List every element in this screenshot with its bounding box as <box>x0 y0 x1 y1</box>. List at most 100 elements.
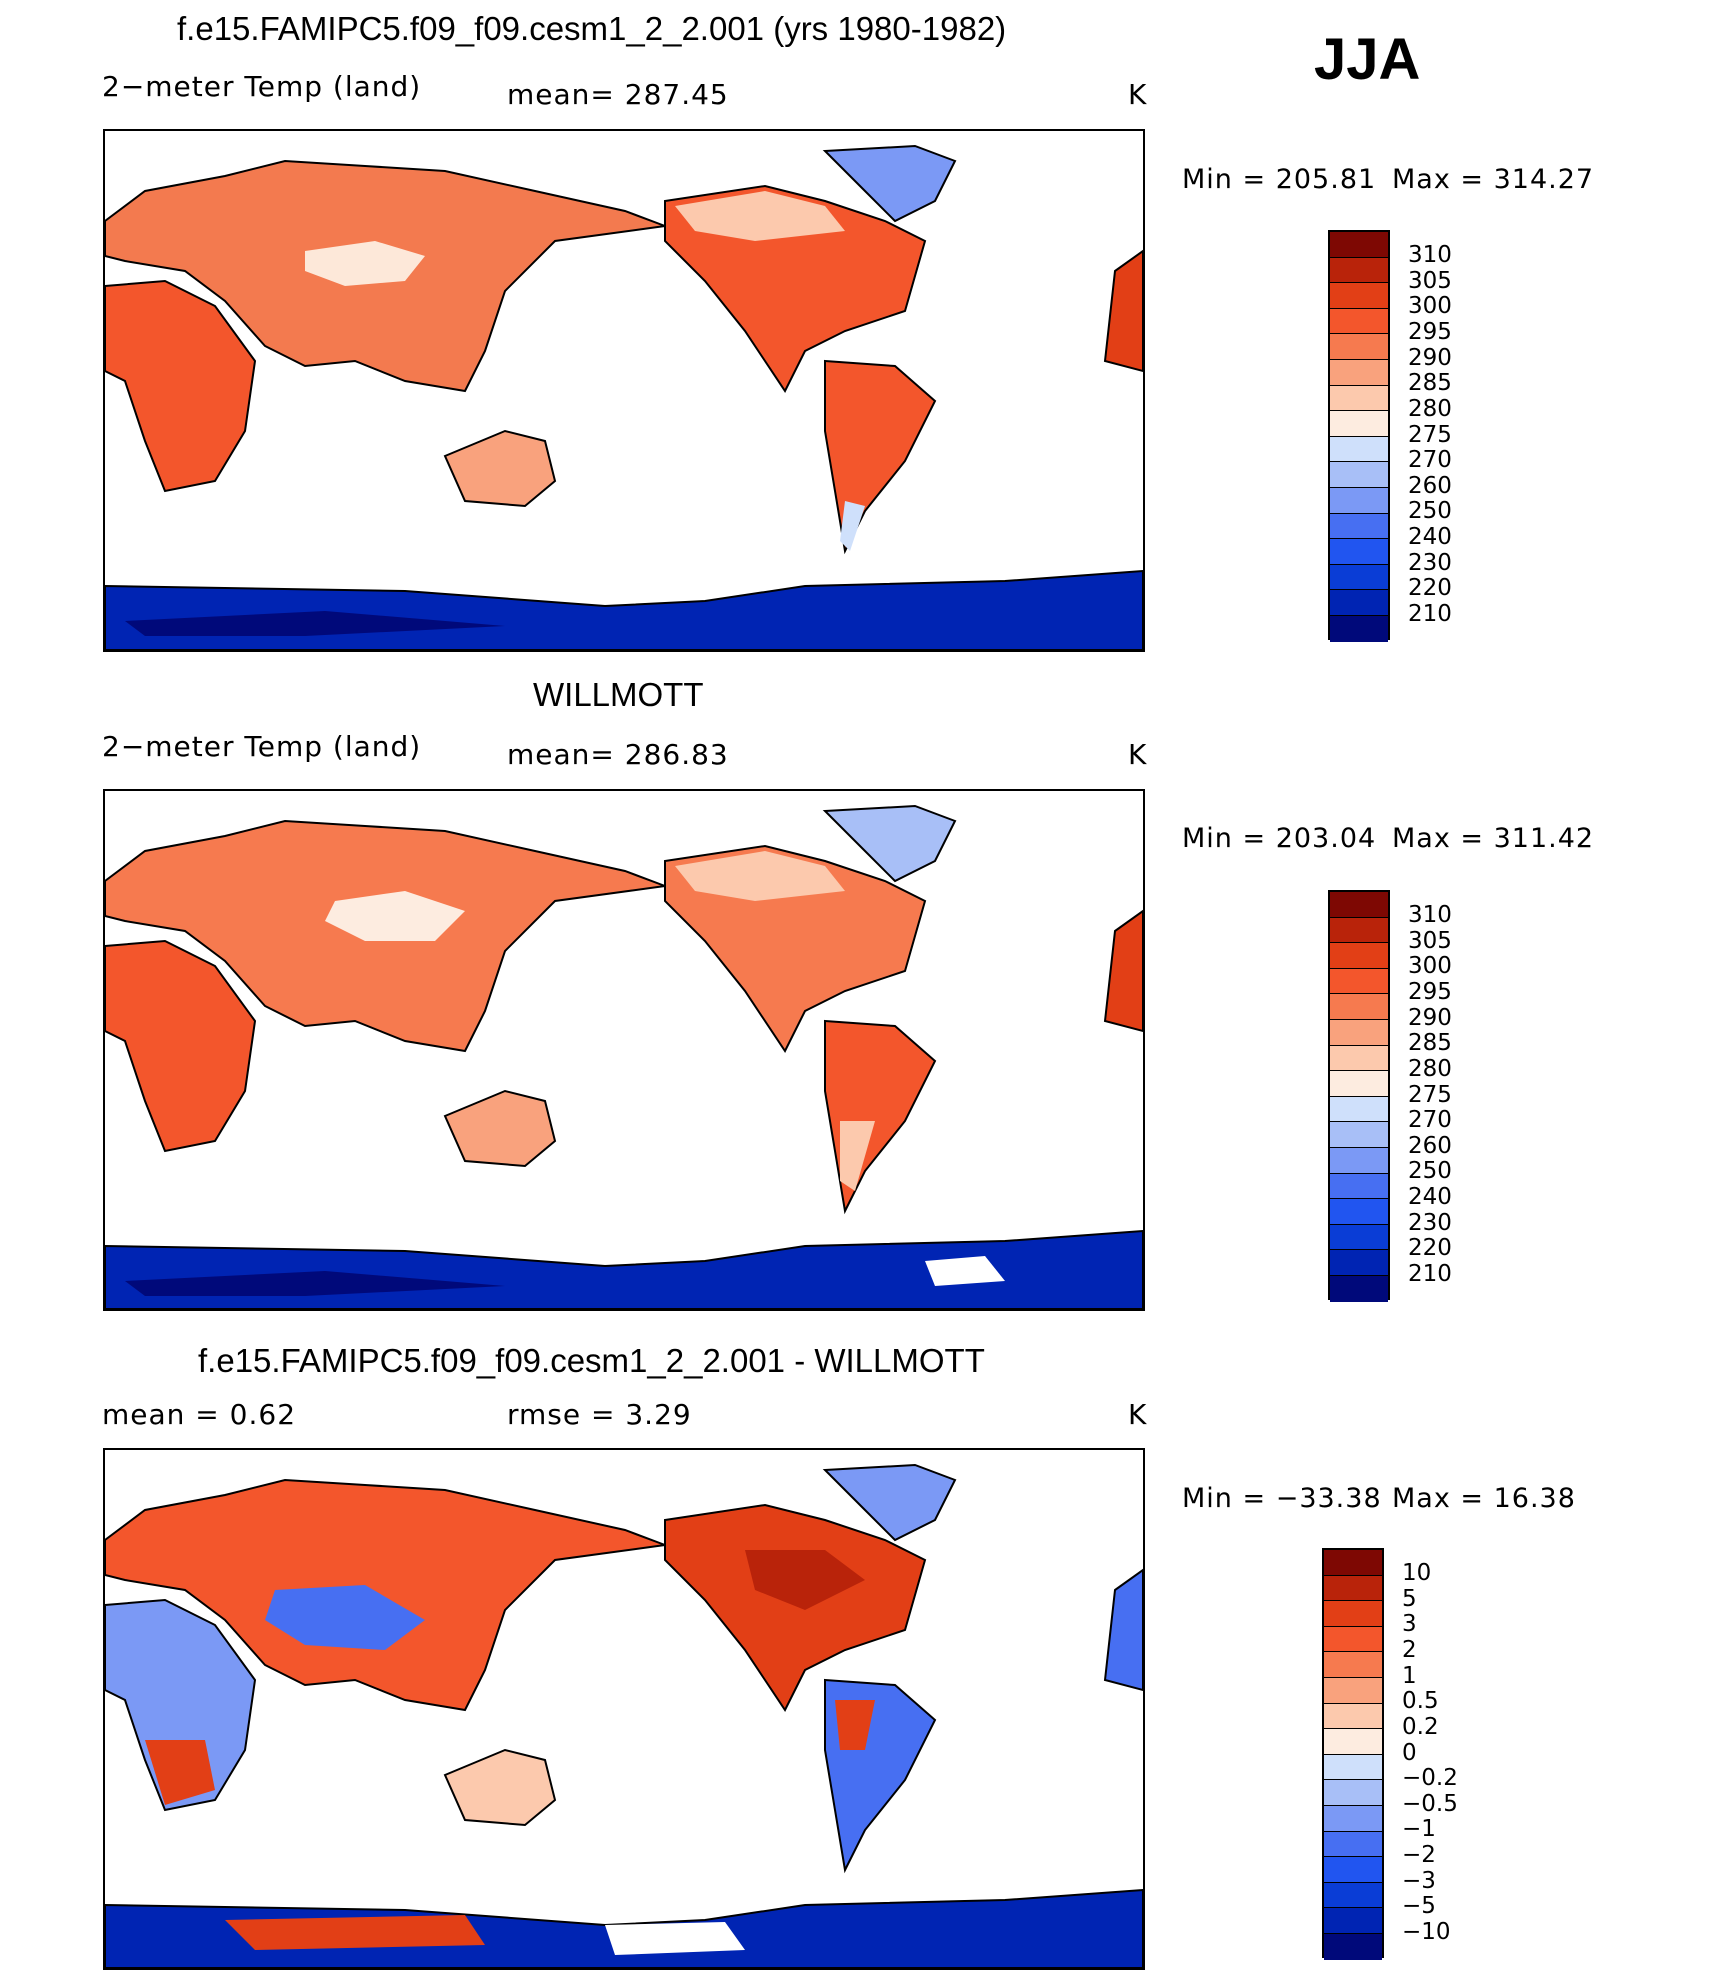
colorbar-swatch <box>1330 1173 1388 1200</box>
panel2-max: Max = 311.42 <box>1392 823 1595 854</box>
australia-land <box>443 429 557 508</box>
continents <box>105 804 1143 1309</box>
panel2-title: WILLMOTT <box>533 676 704 713</box>
colorbar-tick-label: 1 <box>1402 1662 1417 1689</box>
greenland-land <box>822 1463 957 1542</box>
south-america-land <box>824 1019 937 1215</box>
south-america-cool <box>840 501 865 551</box>
colorbar-swatch <box>1330 1147 1388 1174</box>
africa-land <box>105 1598 257 1812</box>
colorbar-tick-label: −3 <box>1402 1867 1436 1894</box>
colorbar-tick-label: −5 <box>1402 1893 1436 1920</box>
panel1-title: f.e15.FAMIPC5.f09_f09.cesm1_2_2.001 (yrs… <box>177 10 1007 47</box>
colorbar-swatch <box>1330 1122 1388 1148</box>
colorbar-tick-label: 0.2 <box>1402 1713 1439 1740</box>
panel2-min: Min = 203.04 <box>1182 823 1377 854</box>
colorbar-tick-label: 220 <box>1408 1235 1452 1262</box>
colorbar-swatch <box>1330 1045 1388 1072</box>
colorbar-swatch <box>1330 615 1388 642</box>
colorbar-tick-label: 230 <box>1408 1209 1452 1236</box>
colorbar-swatch <box>1330 257 1388 284</box>
north-america-land <box>664 184 927 393</box>
panel3-rmse: rmse = 3.29 <box>507 1398 692 1431</box>
panel1-colorbar <box>1328 230 1390 642</box>
colorbar-tick-label: −0.5 <box>1402 1790 1458 1817</box>
africa-south-warm <box>145 1740 215 1805</box>
colorbar-tick-label: 300 <box>1408 953 1452 980</box>
colorbar-tick-label: 275 <box>1408 1081 1452 1108</box>
eurasia-land <box>105 1478 666 1712</box>
colorbar-tick-label: 210 <box>1408 600 1452 627</box>
colorbar-tick-label: 275 <box>1408 421 1452 448</box>
colorbar-swatch <box>1330 539 1388 565</box>
west-africa-edge <box>1103 249 1143 373</box>
panel2-colorbar <box>1328 890 1390 1302</box>
antarctica-land <box>105 569 1143 650</box>
colorbar-tick-label: 230 <box>1408 549 1452 576</box>
colorbar-swatch <box>1324 1754 1382 1781</box>
colorbar-swatch <box>1330 283 1388 309</box>
colorbar-tick-label: 280 <box>1408 395 1452 422</box>
colorbar-tick-label: 0 <box>1402 1739 1417 1766</box>
colorbar-swatch <box>1330 308 1388 335</box>
colorbar-swatch <box>1330 359 1388 386</box>
colorbar-swatch <box>1330 1071 1388 1097</box>
panel1-map <box>103 129 1145 652</box>
colorbar-tick-label: 0.5 <box>1402 1688 1439 1715</box>
colorbar-swatch <box>1330 385 1388 412</box>
panel1-units: K <box>1128 78 1148 111</box>
colorbar-swatch <box>1330 487 1388 514</box>
season-label: JJA <box>1314 27 1421 92</box>
south-america-land <box>824 359 937 555</box>
colorbar-swatch <box>1330 1275 1388 1302</box>
colorbar-swatch <box>1324 1550 1382 1576</box>
colorbar-tick-label: −10 <box>1402 1918 1451 1945</box>
colorbar-tick-label: 295 <box>1408 979 1452 1005</box>
west-africa-edge <box>1103 909 1143 1033</box>
colorbar-swatch <box>1324 1908 1382 1934</box>
colorbar-swatch <box>1324 1882 1382 1909</box>
colorbar-swatch <box>1330 1096 1388 1123</box>
colorbar-swatch <box>1330 994 1388 1020</box>
eurasia-plateau <box>305 241 425 286</box>
australia-land <box>443 1089 557 1168</box>
colorbar-tick-label: 285 <box>1408 370 1452 397</box>
colorbar-swatch <box>1330 1199 1388 1225</box>
eurasia-mixed <box>265 1585 425 1650</box>
panel2-units: K <box>1128 738 1148 771</box>
australia-land <box>443 1748 557 1827</box>
colorbar-tick-label: 290 <box>1408 344 1452 371</box>
colorbar-tick-label: −2 <box>1402 1842 1436 1868</box>
colorbar-tick-label: 250 <box>1408 498 1452 525</box>
colorbar-swatch <box>1324 1780 1382 1806</box>
colorbar-tick-label: 3 <box>1402 1611 1417 1638</box>
colorbar-swatch <box>1330 892 1388 918</box>
antarctica-missing <box>925 1256 1005 1286</box>
canada-cool <box>675 851 845 901</box>
colorbar-tick-label: 310 <box>1408 242 1452 269</box>
south-america-warm <box>835 1700 875 1750</box>
colorbar-tick-label: −1 <box>1402 1816 1436 1843</box>
colorbar-swatch <box>1330 1224 1388 1251</box>
colorbar-tick-label: 290 <box>1408 1004 1452 1031</box>
north-america-land <box>664 844 927 1053</box>
colorbar-swatch <box>1330 462 1388 488</box>
south-america-cool <box>840 1121 875 1191</box>
colorbar-tick-label: 240 <box>1408 524 1452 550</box>
colorbar-swatch <box>1330 232 1388 258</box>
colorbar-tick-label: 305 <box>1408 267 1452 294</box>
colorbar-swatch <box>1324 1601 1382 1627</box>
north-america-hot <box>745 1550 865 1610</box>
panel3-mean: mean = 0.62 <box>102 1398 297 1431</box>
colorbar-swatch <box>1330 590 1388 616</box>
colorbar-swatch <box>1330 411 1388 437</box>
eurasia-plateau <box>325 891 465 941</box>
africa-land <box>105 939 257 1153</box>
colorbar-swatch <box>1330 968 1388 995</box>
colorbar-swatch <box>1324 1857 1382 1883</box>
colorbar-tick-label: 270 <box>1408 1107 1452 1134</box>
panel1-max: Max = 314.27 <box>1392 164 1595 195</box>
panel2-map <box>103 789 1145 1311</box>
greenland-land <box>822 804 957 883</box>
colorbar-tick-label: −0.2 <box>1402 1765 1458 1792</box>
